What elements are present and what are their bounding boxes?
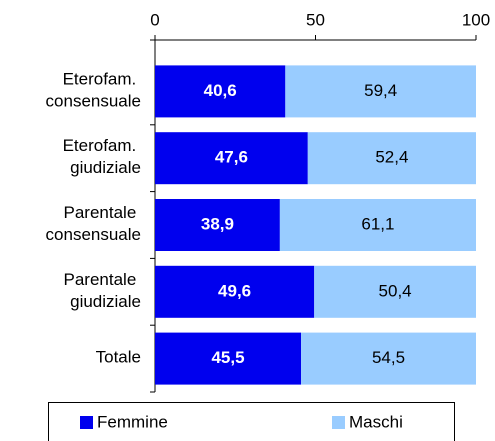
y-tick-label: Totale [96, 348, 141, 367]
x-tick-label: 0 [150, 10, 159, 29]
value-label: 52,4 [375, 148, 408, 167]
label-line: giudiziale [70, 292, 141, 311]
value-label: 45,5 [211, 348, 244, 367]
bar-segment [155, 199, 280, 251]
value-label: 38,9 [201, 214, 234, 233]
legend-label: Maschi [349, 412, 403, 431]
x-tick-label: 50 [306, 10, 325, 29]
value-label: 50,4 [379, 281, 412, 300]
label-line: Parentale [64, 203, 142, 222]
bar-segment [285, 65, 476, 118]
value-label: 61,1 [361, 214, 394, 233]
x-tick-label: 100 [462, 10, 490, 29]
value-label: 59,4 [364, 81, 397, 100]
label-line: consensuale [46, 92, 141, 111]
label-line: Parentale [64, 270, 142, 289]
label-line: giudiziale [70, 159, 141, 178]
value-label: 47,6 [215, 148, 248, 167]
bar-segment [155, 65, 286, 118]
label-line: consensuale [46, 225, 141, 244]
y-tick-label: Eterofam. consensuale [46, 70, 141, 111]
value-label: 49,6 [218, 281, 251, 300]
label-line: Eterofam. [63, 70, 141, 89]
label-line: Eterofam. [63, 137, 141, 156]
legend-swatch [332, 416, 345, 429]
bar-segment [155, 265, 315, 318]
y-tick-label: Parentale giudiziale [64, 270, 142, 311]
value-label: 40,6 [204, 81, 237, 100]
y-tick-label: Eterofam. giudiziale [63, 137, 141, 178]
y-tick-label: Parentale consensuale [46, 203, 141, 244]
value-label: 54,5 [372, 348, 405, 367]
label-line: Totale [96, 348, 141, 367]
bar-segment [314, 265, 476, 318]
bar-segment [301, 332, 476, 385]
bar-segment [155, 132, 308, 185]
bar-segment [279, 199, 476, 251]
bar-segment [155, 332, 302, 385]
legend-box [48, 402, 455, 441]
legend-swatch [80, 416, 93, 429]
bar-segment [307, 132, 476, 185]
legend-label: Femmine [97, 412, 168, 431]
